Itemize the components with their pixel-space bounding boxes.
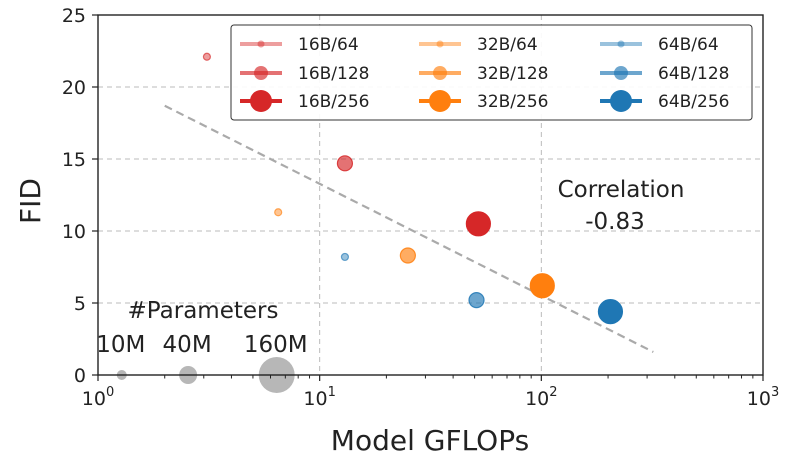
legend-label-64B-256: 64B/256 [658,92,729,112]
point-32B-64 [274,208,283,217]
y-tick-label: 25 [62,5,86,27]
legend-marker-64B-128 [614,66,628,80]
x-tick-label: 101 [303,385,335,410]
y-tick-label: 5 [74,293,86,315]
x-tick-label: 100 [82,385,114,410]
trend-layer [164,104,654,353]
trend-line [164,104,654,353]
legend-label-64B-64: 64B/64 [658,35,719,55]
legend-label-32B-256: 32B/256 [477,92,548,112]
x-tick-label: 102 [525,385,557,410]
legend-label-32B-128: 32B/128 [477,64,548,84]
legend-marker-64B-64 [617,40,625,48]
legend-marker-16B-128 [254,66,268,80]
legend-label-64B-128: 64B/128 [658,64,729,84]
plot-border [97,14,764,376]
legend: 16B/64 16B/128 16B/256 32B/64 32B/128 32B/256… [230,24,753,121]
point-32B-128 [399,247,416,264]
point-64B-128 [468,292,485,309]
legend-label-16B-128: 16B/128 [298,64,369,84]
legend-label-16B-256: 16B/256 [298,92,369,112]
correlation-value: -0.83 [585,209,645,235]
point-32B-256 [529,273,555,299]
legend-marker-16B-256 [250,90,272,112]
x-axis-title: Model GFLOPs [331,424,529,457]
size-legend-title: #Parameters [128,298,279,324]
y-tick-label: 10 [62,221,86,243]
grid [98,15,763,375]
size-legend-label-40M: 40M [163,332,212,358]
y-tick-label: 20 [62,77,86,99]
point-64B-256 [597,299,624,325]
legend-marker-32B-256 [429,90,451,112]
legend-marker-32B-64 [436,40,444,48]
size-legend-label-160M: 160M [244,332,308,358]
y-tick-label: 0 [74,365,86,387]
legend-marker-32B-128 [433,66,447,80]
correlation-label: Correlation [558,177,685,203]
y-axis-title: FID [14,178,47,224]
legend-label-32B-64: 32B/64 [477,35,538,55]
points-layer [202,52,624,325]
point-16B-64 [202,52,212,61]
ticks: 0 5 10 15 20 25 100 101 102 103 [62,5,779,410]
size-legend-label-10M: 10M [96,332,145,358]
point-16B-256 [465,211,491,237]
axes-frame [97,14,764,376]
legend-marker-64B-256 [610,90,632,112]
y-tick-label: 15 [62,149,86,171]
point-16B-128 [336,155,354,172]
legend-marker-16B-64 [257,40,265,48]
x-tick-label: 103 [747,385,779,410]
size-legend: #Parameters 10M 40M 160M [96,298,308,393]
point-64B-64 [340,252,350,262]
legend-label-16B-64: 16B/64 [298,35,359,55]
